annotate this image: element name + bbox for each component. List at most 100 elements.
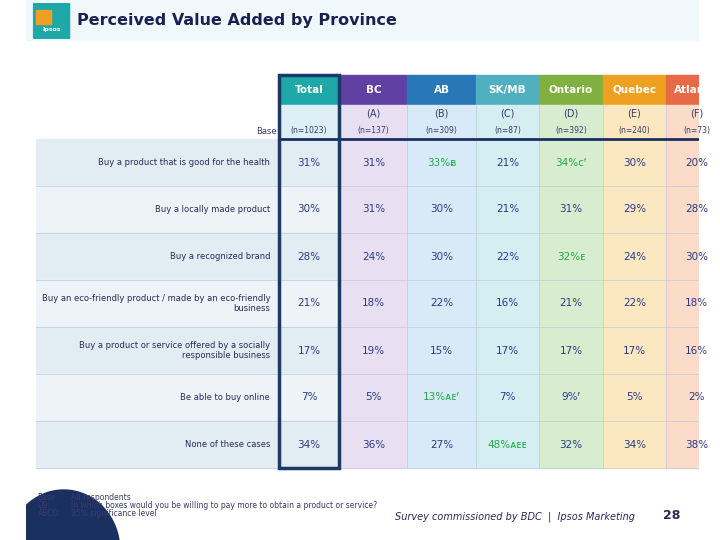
Bar bbox=[603, 374, 666, 421]
Bar bbox=[339, 75, 408, 105]
Text: Q9:: Q9: bbox=[37, 501, 51, 510]
Text: 95% significance level: 95% significance level bbox=[71, 509, 157, 518]
Text: 28%: 28% bbox=[297, 252, 320, 261]
Bar bbox=[408, 327, 476, 374]
Bar bbox=[279, 374, 339, 421]
Bar bbox=[666, 421, 720, 468]
Text: 17%: 17% bbox=[559, 346, 582, 355]
Bar bbox=[279, 75, 339, 105]
Bar bbox=[339, 105, 408, 123]
Bar bbox=[666, 139, 720, 186]
Text: 21%: 21% bbox=[559, 299, 582, 308]
Bar bbox=[666, 186, 720, 233]
Bar bbox=[408, 233, 476, 280]
Text: 18%: 18% bbox=[362, 299, 385, 308]
Text: 36%: 36% bbox=[362, 440, 385, 449]
Bar bbox=[408, 139, 476, 186]
Bar bbox=[36, 10, 50, 24]
Bar bbox=[476, 233, 539, 280]
Text: Quebec: Quebec bbox=[613, 85, 657, 95]
Bar bbox=[666, 75, 720, 105]
Bar bbox=[603, 186, 666, 233]
Text: 5%: 5% bbox=[626, 393, 643, 402]
Text: 7%: 7% bbox=[499, 393, 516, 402]
Text: (n=137): (n=137) bbox=[358, 126, 390, 136]
Bar bbox=[36, 233, 279, 280]
Text: Be able to buy online: Be able to buy online bbox=[181, 393, 270, 402]
Bar bbox=[476, 374, 539, 421]
Text: 2%: 2% bbox=[688, 393, 705, 402]
Bar bbox=[666, 374, 720, 421]
Text: Buy a product or service offered by a socially
responsible business: Buy a product or service offered by a so… bbox=[79, 341, 270, 360]
Bar bbox=[603, 233, 666, 280]
Text: 27%: 27% bbox=[430, 440, 453, 449]
Bar bbox=[539, 327, 603, 374]
Text: ABCD:: ABCD: bbox=[37, 509, 61, 518]
Bar bbox=[539, 280, 603, 327]
Bar bbox=[339, 374, 408, 421]
Bar bbox=[36, 374, 279, 421]
Text: 34%ᴄᶠ: 34%ᴄᶠ bbox=[555, 158, 587, 167]
Bar bbox=[408, 374, 476, 421]
Text: (n=73): (n=73) bbox=[683, 126, 710, 136]
Text: 29%: 29% bbox=[623, 205, 646, 214]
Text: 9%ᶠ: 9%ᶠ bbox=[561, 393, 581, 402]
Bar bbox=[279, 280, 339, 327]
Text: 28%: 28% bbox=[685, 205, 708, 214]
Bar bbox=[603, 75, 666, 105]
Text: Base: Base bbox=[256, 126, 276, 136]
Text: 32%ᴇ: 32%ᴇ bbox=[557, 252, 585, 261]
Text: 7%: 7% bbox=[301, 393, 318, 402]
Bar bbox=[603, 421, 666, 468]
Bar bbox=[279, 105, 339, 123]
Text: 30%: 30% bbox=[297, 205, 320, 214]
Bar bbox=[339, 233, 408, 280]
Bar bbox=[339, 186, 408, 233]
Text: Ontario: Ontario bbox=[549, 85, 593, 95]
Bar bbox=[36, 327, 279, 374]
Text: 30%: 30% bbox=[430, 205, 453, 214]
Bar bbox=[339, 123, 408, 139]
Text: In which boxes would you be willing to pay more to obtain a product or service?: In which boxes would you be willing to p… bbox=[71, 501, 377, 510]
Bar bbox=[27, 0, 699, 40]
Text: (B): (B) bbox=[434, 109, 449, 119]
Text: 31%: 31% bbox=[362, 205, 385, 214]
Text: 16%: 16% bbox=[685, 346, 708, 355]
Bar bbox=[279, 75, 339, 468]
Bar bbox=[666, 280, 720, 327]
Bar bbox=[666, 105, 720, 123]
Bar bbox=[603, 123, 666, 139]
Bar bbox=[408, 105, 476, 123]
Text: 21%: 21% bbox=[496, 205, 519, 214]
Text: 15%: 15% bbox=[430, 346, 453, 355]
Bar bbox=[339, 280, 408, 327]
Bar bbox=[339, 139, 408, 186]
Bar bbox=[36, 280, 279, 327]
Text: 21%: 21% bbox=[496, 158, 519, 167]
Bar bbox=[279, 421, 339, 468]
Text: 30%: 30% bbox=[685, 252, 708, 261]
Bar bbox=[476, 139, 539, 186]
Bar bbox=[539, 421, 603, 468]
Bar bbox=[408, 75, 476, 105]
Bar bbox=[603, 280, 666, 327]
Bar bbox=[476, 421, 539, 468]
Text: 22%: 22% bbox=[430, 299, 453, 308]
Text: None of these cases: None of these cases bbox=[185, 440, 270, 449]
Text: (n=87): (n=87) bbox=[494, 126, 521, 136]
Bar bbox=[476, 327, 539, 374]
Text: (n=309): (n=309) bbox=[426, 126, 457, 136]
Bar bbox=[279, 327, 339, 374]
Bar bbox=[666, 327, 720, 374]
Text: 30%: 30% bbox=[623, 158, 646, 167]
Text: (n=1023): (n=1023) bbox=[291, 126, 327, 136]
Bar bbox=[539, 374, 603, 421]
Bar bbox=[476, 123, 539, 139]
Bar bbox=[539, 123, 603, 139]
Text: 24%: 24% bbox=[623, 252, 646, 261]
Bar bbox=[339, 327, 408, 374]
Bar bbox=[476, 186, 539, 233]
Text: 30%: 30% bbox=[430, 252, 453, 261]
Text: (C): (C) bbox=[500, 109, 515, 119]
Text: 19%: 19% bbox=[362, 346, 385, 355]
